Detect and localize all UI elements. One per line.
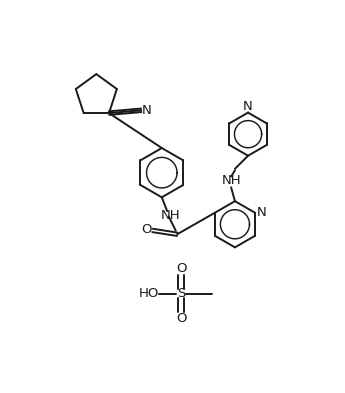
Text: N: N bbox=[243, 100, 253, 113]
Text: N: N bbox=[142, 104, 151, 117]
Text: N: N bbox=[257, 206, 267, 219]
Text: S: S bbox=[177, 287, 185, 300]
Text: HO: HO bbox=[139, 287, 159, 300]
Text: NH: NH bbox=[161, 209, 181, 222]
Text: O: O bbox=[176, 262, 186, 275]
Text: O: O bbox=[176, 312, 186, 325]
Text: NH: NH bbox=[221, 174, 241, 187]
Text: O: O bbox=[141, 223, 152, 236]
